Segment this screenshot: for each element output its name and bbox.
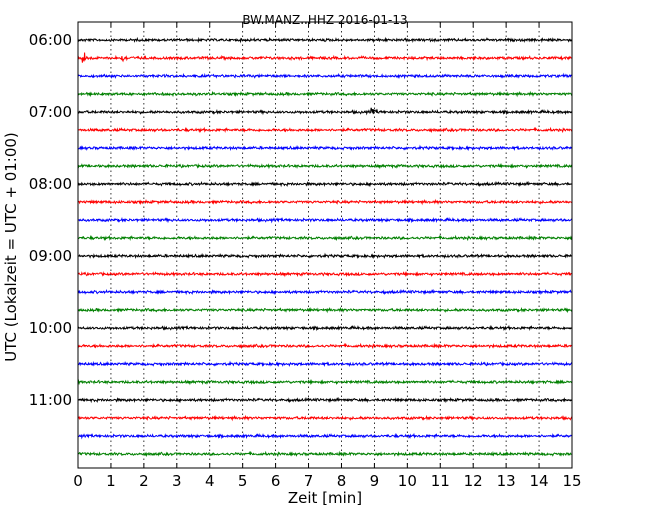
trace-1130	[77, 432, 573, 440]
x-ticks: 0 1 2 3 4 5 6 7 8 9 10 11 12 13 14 15	[73, 22, 582, 490]
trace-1045	[77, 378, 573, 386]
chart-title: BW.MANZ..HHZ 2016-01-13	[242, 13, 407, 27]
trace-0800	[77, 180, 573, 188]
x-tick-label: 8	[337, 472, 347, 490]
trace-0745	[77, 162, 573, 170]
x-axis-label: Zeit [min]	[288, 489, 362, 507]
x-tick-label: 0	[73, 472, 83, 490]
trace-1115	[77, 414, 573, 422]
y-tick-label: 07:00	[29, 103, 72, 121]
trace-1030	[77, 360, 573, 368]
trace-0845	[77, 234, 573, 242]
trace-0900	[77, 252, 573, 260]
trace-1145	[77, 450, 573, 458]
x-tick-label: 9	[370, 472, 380, 490]
x-tick-label: 2	[139, 472, 149, 490]
x-tick-label: 5	[238, 472, 248, 490]
y-tick-label: 08:00	[29, 175, 72, 193]
traces	[77, 36, 573, 458]
trace-0630	[77, 72, 573, 80]
axes	[77, 21, 573, 469]
trace-0930	[77, 288, 573, 296]
trace-0600	[77, 36, 573, 44]
y-tick-label: 10:00	[29, 319, 72, 337]
x-tick-label: 13	[497, 472, 516, 490]
x-tick-label: 15	[562, 472, 581, 490]
trace-0730	[77, 144, 573, 152]
y-ticks: 06:00 07:00 08:00 09:00 10:00 11:00	[29, 31, 572, 409]
x-tick-label: 4	[205, 472, 215, 490]
trace-0915	[77, 270, 573, 278]
x-tick-label: 14	[530, 472, 549, 490]
x-tick-label: 11	[431, 472, 450, 490]
trace-0715	[77, 126, 573, 134]
trace-0645	[77, 90, 573, 98]
trace-1000	[77, 324, 573, 332]
trace-0615	[77, 52, 573, 63]
x-tick-label: 6	[271, 472, 281, 490]
x-tick-label: 10	[398, 472, 417, 490]
y-tick-label: 06:00	[29, 31, 72, 49]
x-tick-label: 7	[304, 472, 314, 490]
trace-0700	[77, 107, 573, 116]
plot-frame	[77, 21, 573, 469]
y-tick-label: 11:00	[29, 391, 72, 409]
x-tick-label: 3	[172, 472, 182, 490]
y-tick-label: 09:00	[29, 247, 72, 265]
grid	[110, 22, 540, 468]
y-axis-label: UTC (Lokalzeit = UTC + 01:00)	[2, 132, 20, 362]
trace-0945	[77, 306, 573, 314]
x-tick-label: 1	[106, 472, 116, 490]
x-tick-label: 12	[464, 472, 483, 490]
trace-0815	[77, 198, 573, 206]
trace-1100	[77, 396, 573, 404]
trace-1015	[77, 342, 573, 350]
trace-0830	[77, 216, 573, 224]
